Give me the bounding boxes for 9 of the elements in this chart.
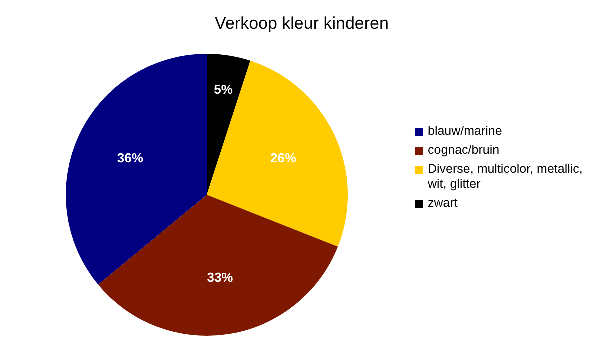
data-label: 26% <box>270 150 297 166</box>
legend-label: blauw/marine <box>428 124 502 139</box>
chart-title: Verkoop kleur kinderen <box>214 14 390 34</box>
data-label: 5% <box>214 82 234 98</box>
legend-label: zwart <box>428 196 458 211</box>
data-label: 33% <box>207 270 234 286</box>
data-label: 36% <box>117 150 144 166</box>
legend-label: Diverse, multicolor, metallic, wit, glitter <box>428 162 584 192</box>
legend-label: cognac/bruin <box>428 143 500 158</box>
